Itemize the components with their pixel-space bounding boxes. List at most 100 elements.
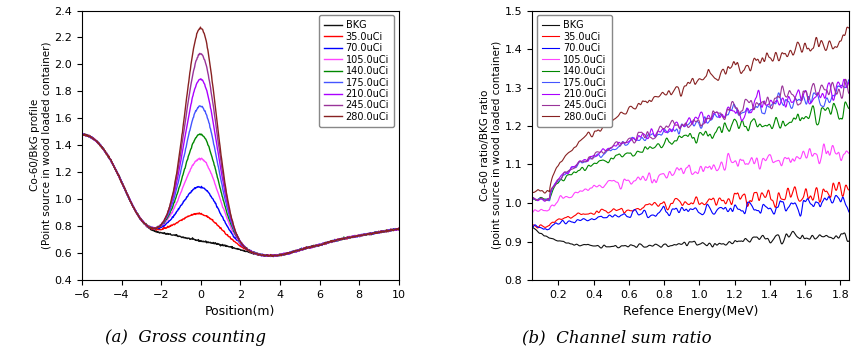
210.0uCi	[838, 77, 848, 82]
105.0uCi	[710, 168, 721, 172]
35.0uCi	[263, 254, 273, 258]
140.0uCi	[258, 254, 269, 258]
210.0uCi	[258, 254, 269, 258]
140.0uCi	[220, 206, 231, 211]
70.0uCi	[843, 210, 853, 214]
Line: 280.0uCi: 280.0uCi	[82, 27, 399, 257]
70.0uCi	[710, 209, 721, 213]
BKG	[133, 214, 144, 218]
140.0uCi	[843, 106, 853, 111]
105.0uCi	[133, 214, 143, 218]
70.0uCi	[546, 224, 556, 228]
Line: 280.0uCi: 280.0uCi	[531, 27, 848, 193]
245.0uCi	[77, 132, 87, 137]
35.0uCi	[77, 132, 87, 136]
280.0uCi	[289, 249, 300, 253]
245.0uCi	[289, 249, 300, 253]
245.0uCi	[546, 186, 556, 190]
Line: 210.0uCi: 210.0uCi	[82, 79, 399, 256]
BKG	[710, 243, 721, 247]
245.0uCi	[728, 104, 739, 108]
280.0uCi	[843, 26, 853, 30]
140.0uCi	[710, 129, 721, 133]
175.0uCi	[393, 227, 404, 231]
245.0uCi	[843, 91, 853, 96]
Line: BKG: BKG	[531, 227, 848, 248]
140.0uCi	[133, 212, 143, 216]
35.0uCi	[79, 132, 90, 136]
175.0uCi	[77, 133, 87, 138]
35.0uCi	[710, 203, 721, 207]
35.0uCi	[546, 220, 556, 225]
BKG	[220, 243, 231, 247]
280.0uCi	[539, 191, 549, 195]
140.0uCi	[728, 117, 739, 121]
245.0uCi	[316, 242, 326, 246]
245.0uCi	[839, 77, 850, 82]
245.0uCi	[265, 254, 276, 258]
Text: (a)  Gross counting: (a) Gross counting	[105, 329, 265, 346]
245.0uCi	[540, 198, 550, 202]
X-axis label: Position(m): Position(m)	[205, 305, 276, 318]
Legend: BKG, 35.0uCi, 70.0uCi, 105.0uCi, 140.0uCi, 175.0uCi, 210.0uCi, 245.0uCi, 280.0uC: BKG, 35.0uCi, 70.0uCi, 105.0uCi, 140.0uC…	[319, 15, 393, 127]
105.0uCi	[158, 222, 169, 226]
Line: 245.0uCi: 245.0uCi	[82, 54, 399, 256]
70.0uCi	[220, 222, 231, 226]
280.0uCi	[526, 190, 536, 194]
175.0uCi	[265, 254, 276, 259]
35.0uCi	[158, 225, 169, 230]
Line: 175.0uCi: 175.0uCi	[531, 79, 848, 201]
Line: 105.0uCi: 105.0uCi	[82, 134, 399, 256]
BKG	[158, 231, 169, 236]
Line: 70.0uCi: 70.0uCi	[82, 134, 399, 257]
35.0uCi	[220, 232, 231, 236]
210.0uCi	[799, 89, 809, 93]
245.0uCi	[526, 196, 536, 201]
280.0uCi	[799, 42, 809, 46]
Line: 140.0uCi: 140.0uCi	[82, 134, 399, 256]
140.0uCi	[839, 100, 850, 104]
280.0uCi	[767, 59, 777, 63]
280.0uCi	[133, 213, 143, 217]
BKG	[77, 132, 87, 137]
Legend: BKG, 35.0uCi, 70.0uCi, 105.0uCi, 140.0uCi, 175.0uCi, 210.0uCi, 245.0uCi, 280.0uC: BKG, 35.0uCi, 70.0uCi, 105.0uCi, 140.0uC…	[536, 15, 610, 127]
280.0uCi	[719, 71, 729, 75]
35.0uCi	[767, 199, 777, 203]
140.0uCi	[546, 191, 556, 195]
175.0uCi	[546, 188, 556, 192]
70.0uCi	[830, 193, 840, 197]
175.0uCi	[710, 114, 721, 119]
70.0uCi	[799, 199, 809, 204]
X-axis label: Refence Energy(MeV): Refence Energy(MeV)	[623, 305, 758, 318]
140.0uCi	[799, 115, 809, 119]
280.0uCi	[77, 132, 87, 137]
210.0uCi	[719, 115, 729, 119]
175.0uCi	[263, 254, 274, 258]
210.0uCi	[710, 110, 721, 114]
105.0uCi	[818, 142, 828, 146]
210.0uCi	[728, 109, 739, 113]
245.0uCi	[263, 254, 274, 258]
Line: 35.0uCi: 35.0uCi	[82, 134, 399, 256]
140.0uCi	[393, 227, 404, 231]
210.0uCi	[526, 196, 536, 200]
245.0uCi	[220, 190, 231, 194]
140.0uCi	[719, 121, 729, 125]
105.0uCi	[546, 203, 556, 208]
35.0uCi	[719, 201, 729, 205]
175.0uCi	[543, 198, 554, 203]
Line: 210.0uCi: 210.0uCi	[531, 79, 848, 201]
BKG	[263, 254, 274, 258]
70.0uCi	[158, 224, 169, 229]
175.0uCi	[843, 77, 853, 82]
210.0uCi	[289, 249, 300, 253]
280.0uCi	[393, 226, 404, 231]
175.0uCi	[316, 243, 326, 247]
70.0uCi	[78, 132, 89, 137]
280.0uCi	[220, 187, 231, 191]
70.0uCi	[77, 132, 87, 137]
105.0uCi	[316, 243, 326, 247]
175.0uCi	[526, 197, 536, 202]
210.0uCi	[316, 242, 326, 246]
BKG	[728, 239, 739, 243]
